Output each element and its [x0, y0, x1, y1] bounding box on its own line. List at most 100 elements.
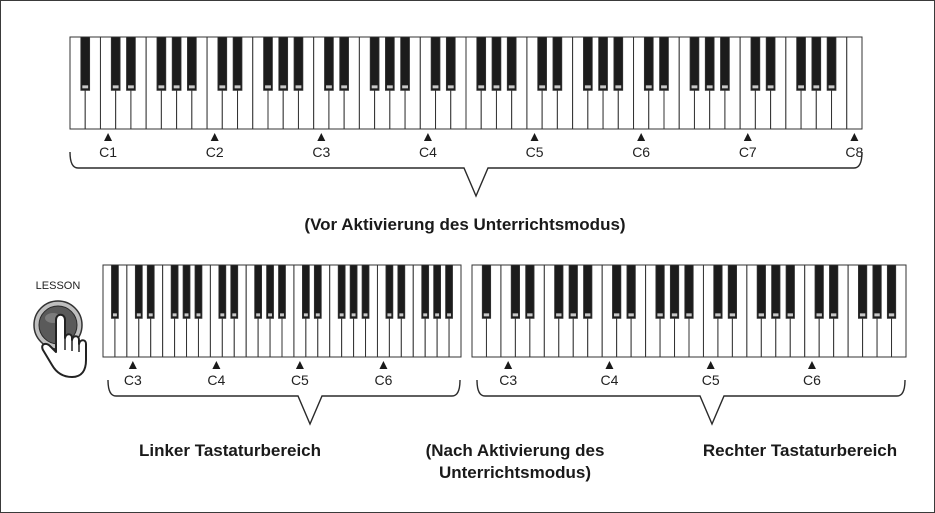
black-key-highlight	[326, 85, 332, 89]
black-key	[481, 264, 492, 319]
black-key	[583, 36, 593, 91]
c-marker	[128, 361, 137, 369]
black-key	[397, 264, 406, 319]
left-keyboard-caption: Linker Tastaturbereich	[138, 441, 322, 460]
c-marker	[210, 133, 219, 141]
c-label: C4	[207, 372, 225, 388]
black-key	[111, 264, 119, 319]
black-key-highlight	[341, 85, 348, 89]
top-caption: (Vor Aktivierung des Unterrichtsmodus)	[304, 215, 626, 234]
black-key	[80, 36, 91, 91]
black-key-highlight	[402, 85, 408, 89]
black-key-highlight	[798, 85, 804, 89]
center-caption-line1: (Nach Aktivierung des	[425, 441, 605, 460]
black-key-highlight	[706, 85, 713, 89]
c-label: C5	[291, 372, 309, 388]
black-key	[537, 36, 547, 91]
black-key-highlight	[527, 313, 533, 317]
black-key-highlight	[423, 313, 428, 317]
black-key-highlight	[303, 313, 308, 317]
black-key	[266, 264, 274, 319]
c-marker	[807, 361, 816, 369]
black-key	[506, 36, 517, 91]
black-key-highlight	[600, 85, 606, 89]
black-key	[598, 36, 608, 91]
black-key	[171, 36, 182, 91]
black-key	[796, 36, 806, 91]
black-key	[554, 264, 564, 319]
black-key-highlight	[767, 85, 774, 89]
c-label: C6	[374, 372, 392, 388]
black-key-highlight	[435, 313, 440, 317]
black-key	[750, 36, 761, 91]
black-key-highlight	[148, 313, 153, 317]
black-key	[552, 36, 563, 91]
black-key	[826, 36, 837, 91]
black-key-highlight	[584, 85, 591, 89]
black-key-highlight	[570, 313, 576, 317]
black-key-highlight	[830, 313, 837, 317]
c-label: C8	[845, 144, 863, 160]
center-caption-line2: Unterrichtsmodus)	[438, 463, 592, 482]
lesson-button-label: LESSON	[36, 280, 81, 292]
black-key	[361, 264, 370, 319]
black-key-highlight	[371, 85, 378, 89]
black-key-highlight	[351, 313, 356, 317]
black-key	[525, 264, 535, 319]
black-key	[765, 36, 776, 91]
brace-line	[69, 151, 863, 198]
black-key-highlight	[268, 313, 273, 317]
black-key-highlight	[387, 313, 392, 317]
black-key	[811, 36, 822, 91]
black-key	[669, 264, 680, 319]
c-marker	[317, 133, 326, 141]
black-key	[146, 264, 155, 319]
black-key-highlight	[363, 313, 368, 317]
right-keyboard-caption: Rechter Tastaturbereich	[702, 441, 898, 460]
black-key-highlight	[295, 85, 302, 89]
black-key-highlight	[184, 313, 189, 317]
left-keyboard: C3 C4 C5 C6	[102, 264, 462, 388]
black-key	[263, 36, 273, 91]
black-key	[385, 264, 394, 319]
black-key	[232, 36, 243, 91]
black-key-highlight	[447, 85, 454, 89]
black-key	[337, 264, 346, 319]
c-label: C4	[600, 372, 618, 388]
black-key	[626, 264, 636, 319]
black-key	[385, 36, 395, 91]
black-key-highlight	[615, 85, 622, 89]
black-key-highlight	[280, 313, 284, 317]
black-key	[400, 36, 410, 91]
black-key-highlight	[399, 313, 404, 317]
black-key	[324, 36, 334, 91]
black-key-highlight	[232, 313, 237, 317]
black-key-highlight	[888, 313, 895, 317]
black-key-highlight	[219, 85, 226, 89]
black-key	[369, 36, 380, 91]
black-key	[872, 264, 882, 319]
black-key	[689, 36, 700, 91]
brace-line	[476, 379, 906, 426]
c-label: C2	[206, 144, 224, 160]
black-key	[785, 264, 795, 319]
black-key-highlight	[729, 313, 736, 317]
black-key-highlight	[265, 85, 271, 89]
c-marker	[504, 361, 513, 369]
black-key	[126, 36, 136, 91]
black-key-highlight	[136, 313, 141, 317]
black-key	[110, 36, 121, 91]
black-key-highlight	[220, 313, 225, 317]
top-keyboard: C1 C2 C3 C4 C5 C6 C7 C8	[69, 36, 864, 160]
black-key-highlight	[386, 85, 393, 89]
black-key-highlight	[512, 313, 519, 317]
c-label: C5	[526, 144, 544, 160]
black-key-highlight	[816, 313, 822, 317]
black-key	[339, 36, 349, 91]
black-key	[491, 36, 502, 91]
black-key	[349, 264, 358, 319]
black-key-highlight	[539, 85, 546, 89]
black-key-highlight	[645, 85, 652, 89]
c-marker	[212, 361, 221, 369]
